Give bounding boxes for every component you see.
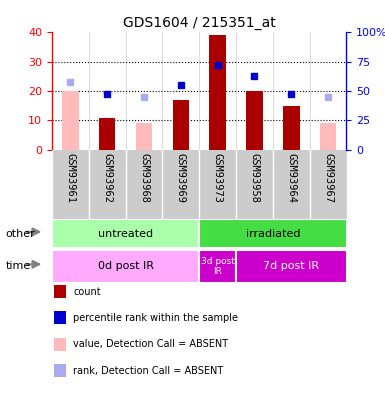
Bar [54, 338, 66, 351]
Bar [199, 220, 346, 248]
Bar [172, 100, 189, 150]
Bar [54, 364, 66, 377]
Text: untreated: untreated [98, 229, 153, 239]
Text: GSM93962: GSM93962 [102, 153, 112, 203]
Text: GSM93958: GSM93958 [249, 153, 259, 203]
Text: GSM93964: GSM93964 [286, 153, 296, 203]
Text: time: time [6, 261, 31, 271]
Text: other: other [6, 229, 35, 239]
Bar [320, 124, 336, 150]
Text: value, Detection Call = ABSENT: value, Detection Call = ABSENT [73, 339, 228, 349]
Text: rank, Detection Call = ABSENT: rank, Detection Call = ABSENT [73, 366, 223, 375]
Bar [136, 124, 152, 150]
Bar [99, 117, 116, 150]
Text: count: count [73, 287, 101, 296]
Bar [209, 35, 226, 150]
Text: GSM93967: GSM93967 [323, 153, 333, 203]
Bar [62, 91, 79, 150]
Text: 3d post
IR: 3d post IR [201, 257, 234, 276]
Text: GSM93968: GSM93968 [139, 153, 149, 203]
Bar [246, 91, 263, 150]
Text: GSM93969: GSM93969 [176, 153, 186, 203]
Bar [54, 285, 66, 298]
Bar [52, 250, 199, 283]
Bar [283, 106, 300, 150]
Title: GDS1604 / 215351_at: GDS1604 / 215351_at [123, 16, 276, 30]
Text: irradiated: irradiated [246, 229, 300, 239]
Text: percentile rank within the sample: percentile rank within the sample [73, 313, 238, 323]
Text: GSM93961: GSM93961 [65, 153, 75, 203]
Bar [54, 311, 66, 324]
Bar [52, 220, 199, 248]
Text: 0d post IR: 0d post IR [98, 261, 154, 271]
Bar [199, 250, 236, 283]
Bar [236, 250, 346, 283]
Text: GSM93973: GSM93973 [213, 153, 223, 203]
Text: 7d post IR: 7d post IR [263, 261, 319, 271]
